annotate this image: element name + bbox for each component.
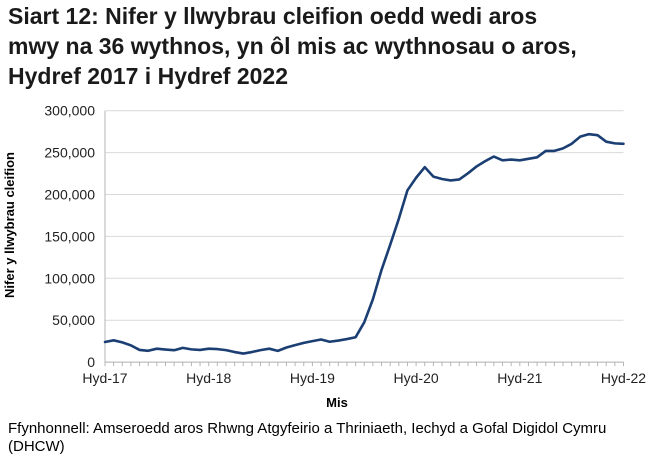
svg-text:Hyd-20: Hyd-20 xyxy=(394,370,439,386)
svg-text:150,000: 150,000 xyxy=(44,228,95,244)
svg-text:0: 0 xyxy=(87,354,95,370)
svg-text:100,000: 100,000 xyxy=(44,270,95,286)
svg-text:300,000: 300,000 xyxy=(44,103,95,119)
svg-text:Hyd-22: Hyd-22 xyxy=(601,370,646,386)
svg-text:Hyd-18: Hyd-18 xyxy=(186,370,231,386)
svg-text:Nifer y llwybrau cleifion: Nifer y llwybrau cleifion xyxy=(2,152,17,298)
svg-text:Mis: Mis xyxy=(326,395,348,410)
svg-text:250,000: 250,000 xyxy=(44,145,95,161)
svg-text:Hyd-21: Hyd-21 xyxy=(497,370,542,386)
svg-text:Hyd-19: Hyd-19 xyxy=(290,370,335,386)
svg-text:200,000: 200,000 xyxy=(44,187,95,203)
svg-text:50,000: 50,000 xyxy=(52,312,95,328)
svg-text:Hyd-17: Hyd-17 xyxy=(82,370,127,386)
